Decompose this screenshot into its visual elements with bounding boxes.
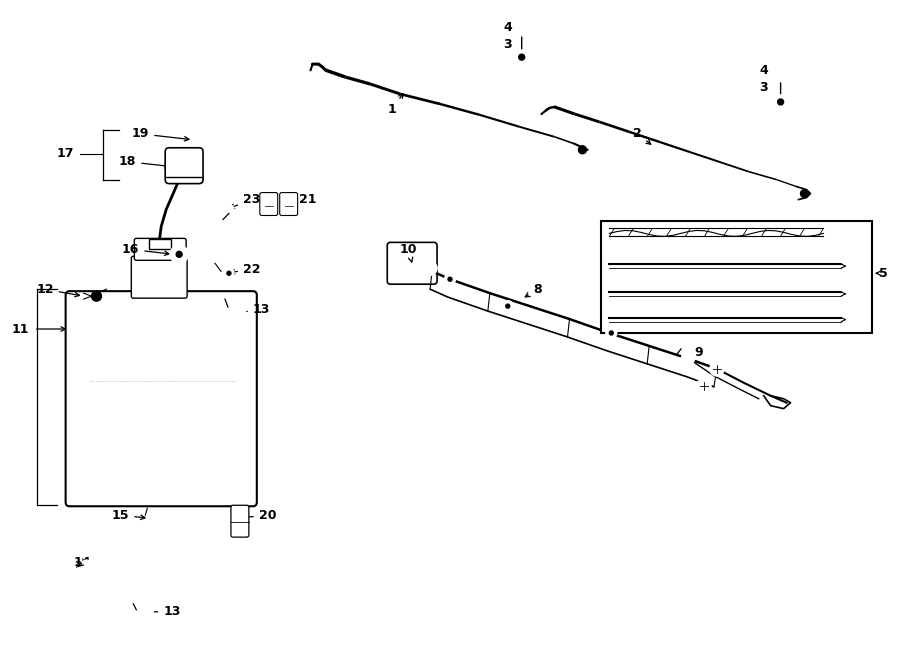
Circle shape xyxy=(92,291,102,301)
Text: 22: 22 xyxy=(230,263,260,276)
Circle shape xyxy=(448,277,452,281)
Bar xyxy=(601,221,872,333)
FancyBboxPatch shape xyxy=(387,243,437,284)
Circle shape xyxy=(681,353,693,365)
Circle shape xyxy=(800,190,808,198)
Text: 7: 7 xyxy=(824,250,842,264)
Text: 23: 23 xyxy=(230,193,260,208)
Circle shape xyxy=(224,268,234,278)
Circle shape xyxy=(423,261,437,275)
Circle shape xyxy=(191,128,215,152)
Text: 6: 6 xyxy=(824,280,842,293)
Circle shape xyxy=(579,146,587,154)
FancyBboxPatch shape xyxy=(166,148,203,184)
Text: 3: 3 xyxy=(503,38,512,51)
Circle shape xyxy=(778,99,784,105)
FancyBboxPatch shape xyxy=(231,505,248,537)
FancyBboxPatch shape xyxy=(66,291,256,506)
Circle shape xyxy=(176,251,182,257)
Text: 14: 14 xyxy=(74,555,91,568)
Text: 2: 2 xyxy=(633,128,651,144)
Text: 4: 4 xyxy=(760,63,768,77)
Circle shape xyxy=(506,304,509,308)
Text: 8: 8 xyxy=(526,283,542,297)
FancyBboxPatch shape xyxy=(260,192,278,215)
Text: 21: 21 xyxy=(283,193,316,207)
Text: 10: 10 xyxy=(400,243,417,262)
FancyBboxPatch shape xyxy=(131,256,187,298)
FancyBboxPatch shape xyxy=(134,239,186,260)
Text: 9: 9 xyxy=(688,346,703,360)
Circle shape xyxy=(227,271,231,275)
Circle shape xyxy=(774,95,788,109)
Text: 15: 15 xyxy=(112,509,145,522)
Text: 20: 20 xyxy=(240,509,276,522)
Text: 19: 19 xyxy=(132,128,189,141)
Circle shape xyxy=(518,54,525,60)
Text: 11: 11 xyxy=(11,323,29,336)
Text: 18: 18 xyxy=(119,155,169,168)
Text: 16: 16 xyxy=(122,243,169,256)
Circle shape xyxy=(176,157,192,173)
Text: 13: 13 xyxy=(240,303,270,315)
Text: 12: 12 xyxy=(36,283,79,297)
Bar xyxy=(149,239,171,249)
Circle shape xyxy=(606,327,616,338)
Circle shape xyxy=(170,245,188,263)
Circle shape xyxy=(445,274,455,285)
Circle shape xyxy=(609,331,613,335)
Circle shape xyxy=(140,605,153,619)
Text: 4: 4 xyxy=(503,20,512,34)
Circle shape xyxy=(687,357,691,361)
Circle shape xyxy=(82,560,92,570)
Circle shape xyxy=(710,362,724,376)
Circle shape xyxy=(232,306,246,320)
Text: 3: 3 xyxy=(760,81,768,93)
Text: 7: 7 xyxy=(824,309,842,323)
Text: 13: 13 xyxy=(148,605,181,618)
Circle shape xyxy=(683,354,695,364)
Text: 17: 17 xyxy=(56,147,74,160)
Circle shape xyxy=(502,301,513,311)
Circle shape xyxy=(224,204,234,214)
Circle shape xyxy=(197,134,209,146)
FancyBboxPatch shape xyxy=(280,192,298,215)
Circle shape xyxy=(148,512,159,524)
Text: 5: 5 xyxy=(878,267,887,280)
Circle shape xyxy=(515,50,528,64)
Circle shape xyxy=(697,379,711,393)
Text: 1: 1 xyxy=(388,93,403,116)
